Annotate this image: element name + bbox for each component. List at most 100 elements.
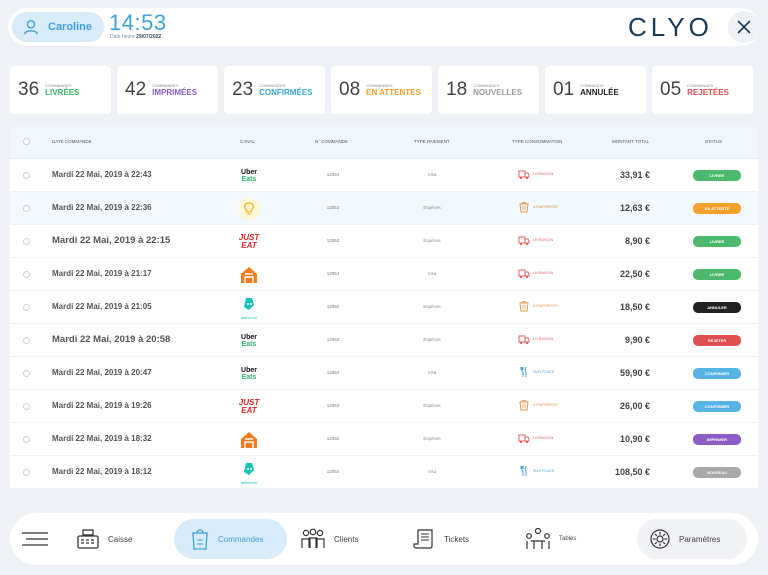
status-badge[interactable]: Nouveau	[693, 467, 741, 478]
col-amount[interactable]: Montant total	[612, 139, 650, 144]
col-pay[interactable]: Type paiement	[414, 139, 450, 144]
status-badge[interactable]: Livrer	[693, 269, 741, 280]
deliveroo-logo: deliveroo	[241, 462, 257, 485]
col-canal[interactable]: Canal	[240, 139, 256, 144]
stat-count: 42	[125, 79, 147, 100]
row-checkbox[interactable]	[23, 238, 30, 245]
stat-caption: Commandes	[366, 83, 393, 88]
table-row[interactable]: Mardi 22 Mai, 2019 à 22:15 JUST EAT 12052…	[10, 225, 758, 258]
select-all-checkbox[interactable]	[23, 138, 30, 145]
payment-type: Espèces	[423, 436, 441, 441]
stat-label: Imprimées	[152, 88, 198, 97]
close-button[interactable]	[728, 11, 760, 43]
ubereats-logo: Uber Eats	[241, 334, 257, 348]
nav-clients[interactable]: Clients	[300, 519, 380, 559]
stat-card-imprimees[interactable]: 42 Commandes Imprimées	[117, 66, 218, 114]
nav-caisse[interactable]: Caisse	[72, 519, 162, 559]
order-channel: Uber Eats	[235, 329, 263, 353]
order-date: Mardi 22 Mai, 2019 à 21:05	[52, 302, 152, 311]
order-amount: 108,50 €	[614, 467, 650, 477]
stat-card-livrees[interactable]: 36 Commandes Livrées	[10, 66, 111, 114]
status-badge[interactable]: Imprimer	[693, 434, 741, 445]
col-cons[interactable]: Type consommation	[512, 139, 563, 144]
hamburger-icon	[22, 532, 48, 546]
consumption-label: Livraison	[533, 238, 554, 242]
nav-commandes[interactable]: Commandes	[174, 519, 287, 559]
status-badge[interactable]: Confirmer	[693, 401, 741, 412]
status-badge[interactable]: Livrer	[693, 170, 741, 181]
table-row[interactable]: Mardi 22 Mai, 2019 à 21:17 12054 Visa Li…	[10, 258, 758, 291]
deliveroo-logo: deliveroo	[241, 297, 257, 320]
dine-in-icon	[520, 366, 527, 377]
table-row[interactable]: Mardi 22 Mai, 2019 à 18:32 12052 Espèces…	[10, 423, 758, 456]
order-date: Mardi 22 Mai, 2019 à 19:26	[52, 401, 152, 410]
table-row[interactable]: Mardi 22 Mai, 2019 à 22:36 12053 Espèces…	[10, 192, 758, 225]
consumption-label: Livraison	[533, 271, 554, 275]
consumption-label: A emporter	[533, 205, 558, 209]
order-channel: Uber Eats	[235, 164, 263, 188]
table-row[interactable]: Mardi 22 Mai, 2019 à 19:26 JUST EAT 12053…	[10, 390, 758, 423]
row-checkbox[interactable]	[23, 403, 30, 410]
order-date: Mardi 22 Mai, 2019 à 20:58	[52, 334, 171, 345]
table-row[interactable]: Mardi 22 Mai, 2019 à 22:43 Uber Eats 1205…	[10, 159, 758, 192]
table-row[interactable]: Mardi 22 Mai, 2019 à 18:12 deliveroo 120…	[10, 456, 758, 489]
row-checkbox[interactable]	[23, 469, 30, 476]
order-channel	[235, 197, 263, 221]
order-number: 12052	[326, 238, 340, 243]
status-badge[interactable]: Livrer	[693, 236, 741, 247]
order-channel: JUST EAT	[235, 395, 263, 419]
stat-card-nouvelles[interactable]: 18 Commandes Nouvelles	[438, 66, 539, 114]
dine-in-icon	[520, 465, 527, 476]
table-row[interactable]: Mardi 22 Mai, 2019 à 21:05 deliveroo 120…	[10, 291, 758, 324]
row-checkbox[interactable]	[23, 172, 30, 179]
consumption-type: Livraison	[518, 168, 553, 180]
status-badge[interactable]: Rejeter	[693, 335, 741, 346]
status-badge[interactable]: Annuler	[693, 302, 741, 313]
stat-card-rejetees[interactable]: 05 Commandes Rejetées	[652, 66, 753, 114]
consumption-label: A emporter	[533, 304, 558, 308]
stat-card-en-attentes[interactable]: 08 Commandes En attentes	[331, 66, 432, 114]
col-date[interactable]: Date commande	[52, 139, 92, 144]
stat-label: Confirmées	[259, 88, 313, 97]
order-date: Mardi 22 Mai, 2019 à 18:32	[52, 434, 152, 443]
status-badge[interactable]: En attente	[693, 203, 741, 214]
nav-tickets[interactable]: Tickets	[412, 519, 492, 559]
order-amount: 33,91 €	[619, 170, 650, 180]
consumption-type: Livraison	[518, 333, 553, 345]
stat-caption: Commandes	[259, 83, 286, 88]
order-number: 12054	[326, 370, 340, 375]
order-number: 12052	[326, 304, 340, 309]
table-row[interactable]: Mardi 22 Mai, 2019 à 20:47 Uber Eats 1205…	[10, 357, 758, 390]
order-number: 12053	[326, 403, 340, 408]
takeaway-icon	[519, 400, 529, 411]
ubereats-logo: Uber Eats	[241, 169, 257, 183]
stat-card-annulee[interactable]: 01 Commande Annulée	[545, 66, 646, 114]
nav-parametres[interactable]: Paramètres	[637, 519, 747, 559]
row-checkbox[interactable]	[23, 205, 30, 212]
payment-type: Visa	[427, 469, 437, 474]
menu-button[interactable]	[20, 519, 52, 559]
nav-clients-label: Clients	[334, 534, 359, 544]
row-checkbox[interactable]	[23, 337, 30, 344]
status-badge[interactable]: Confirmer	[693, 368, 741, 379]
justeat-logo: JUST EAT	[238, 398, 260, 415]
nav-parametres-label: Paramètres	[679, 534, 721, 544]
stat-card-confirmees[interactable]: 23 Commandes Confirmées	[224, 66, 325, 114]
payment-type: Visa	[427, 370, 437, 375]
table-row[interactable]: Mardi 22 Mai, 2019 à 20:58 Uber Eats 1205…	[10, 324, 758, 357]
row-checkbox[interactable]	[23, 370, 30, 377]
row-checkbox[interactable]	[23, 436, 30, 443]
user-button[interactable]: Caroline	[12, 12, 104, 42]
orders-table: Date commande Canal N° commande Type pai…	[10, 127, 758, 489]
col-num[interactable]: N° commande	[315, 139, 349, 144]
ubereats-logo: Uber Eats	[241, 367, 257, 381]
nav-tables[interactable]: Tables	[525, 519, 605, 559]
payment-type: Espèces	[423, 403, 441, 408]
stat-label: Livrées	[45, 88, 80, 97]
row-checkbox[interactable]	[23, 304, 30, 311]
delivery-icon	[518, 269, 530, 279]
col-status[interactable]: Status	[705, 139, 723, 144]
takeaway-icon	[519, 202, 529, 213]
row-checkbox[interactable]	[23, 271, 30, 278]
consumption-label: Livraison	[533, 436, 554, 440]
